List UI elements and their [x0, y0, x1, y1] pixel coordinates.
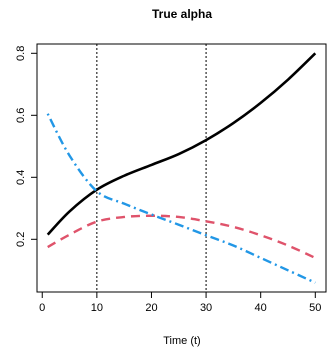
series-line-3: [46, 113, 316, 284]
x-tick-label: 20: [145, 302, 157, 314]
x-axis-label: Time (t): [163, 335, 200, 347]
series-line-2: [47, 214, 316, 259]
series-line-1: [46, 52, 317, 236]
y-tick-label: 0.4: [15, 170, 27, 185]
x-tick-label: 50: [309, 302, 321, 314]
x-tick-label: 40: [255, 302, 267, 314]
y-tick-label: 0.6: [15, 108, 27, 123]
axes: 0 10 20 30 40 50 0.2 0.4 0.6 0.8: [15, 46, 321, 314]
plot-area: [46, 44, 317, 292]
x-tick-label: 10: [91, 302, 103, 314]
plot-frame: [36, 43, 327, 293]
y-tick-label: 0.8: [15, 46, 27, 61]
y-tick-label: 0.2: [15, 232, 27, 247]
chart-title: True alpha: [152, 7, 212, 21]
x-tick-label: 30: [200, 302, 212, 314]
x-tick-label: 0: [39, 302, 45, 314]
